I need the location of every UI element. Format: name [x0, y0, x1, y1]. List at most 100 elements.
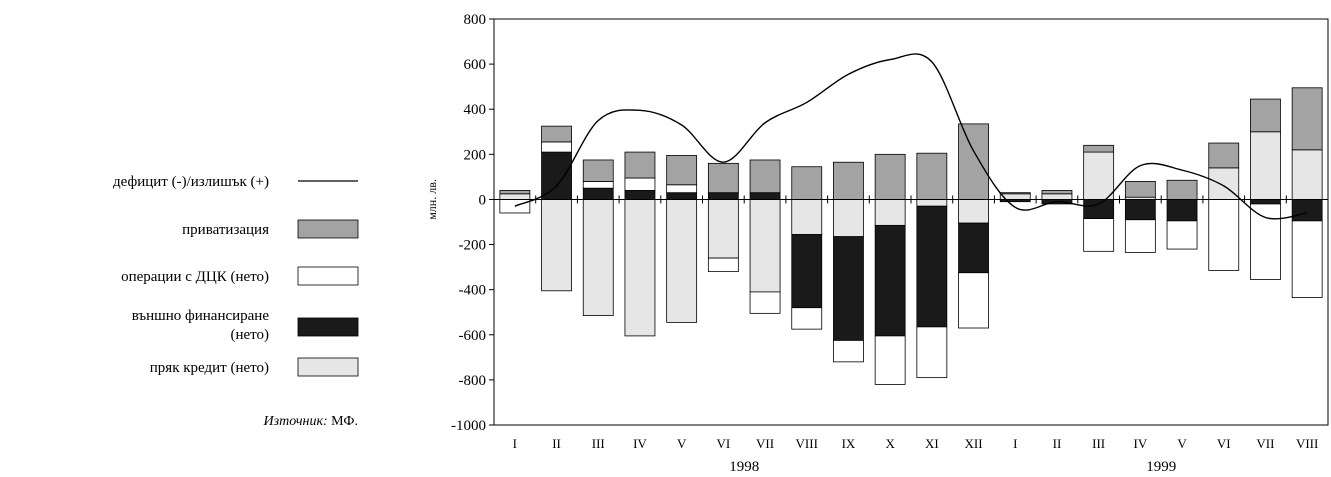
x-tick-label-10: XI [925, 436, 939, 451]
bar-privatization-8 [833, 161, 864, 200]
bar-gs-operations-2 [582, 180, 614, 189]
bar-gs-operations-14 [1083, 218, 1115, 252]
legend-label-external-financing-line1: външно финансиране [132, 308, 270, 324]
bar-external-financing-6 [749, 192, 781, 200]
bar-gs-operations-11 [958, 272, 989, 329]
bar-privatization-11 [958, 123, 989, 200]
bar-direct-credit-13 [1041, 193, 1073, 200]
legend-swatch-external-financing [297, 317, 359, 337]
bars [499, 87, 1323, 385]
x-tick-label-3: IV [633, 436, 647, 451]
x-tick-label-18: VII [1256, 436, 1274, 451]
bar-gs-operations-9 [874, 335, 906, 385]
deficit-line [514, 53, 1308, 220]
legend-swatch-gs-operations [297, 266, 359, 286]
bar-direct-credit-1 [541, 199, 572, 292]
bar-privatization-13 [1041, 190, 1073, 195]
x-tick-label-19: VIII [1296, 436, 1318, 451]
year-label-0: 1998 [729, 459, 759, 475]
bar-direct-credit-4 [666, 199, 698, 323]
legend-label-direct-credit: пряк кредит (нето) [150, 360, 269, 376]
legend-label-deficit: дефицит (-)/излишък (+) [113, 174, 269, 190]
x-tick-label-6: VII [756, 436, 774, 451]
bar-gs-operations-17 [1208, 199, 1240, 271]
bar-external-financing-18 [1250, 199, 1281, 205]
x-tick-label-11: XII [965, 436, 983, 451]
bar-external-financing-5 [707, 192, 739, 200]
x-tick-label-13: II [1053, 436, 1062, 451]
y-tick-label-4: 0 [479, 192, 487, 208]
bar-gs-operations-6 [749, 291, 781, 314]
source-text: МФ. [328, 414, 358, 429]
bar-gs-operations-15 [1124, 219, 1156, 253]
bar-direct-credit-14 [1083, 151, 1115, 200]
bar-gs-operations-10 [916, 326, 948, 379]
bar-gs-operations-19 [1291, 220, 1323, 298]
y-tick-label-5: -200 [459, 238, 487, 254]
y-tick-label-2: 400 [464, 102, 487, 118]
legend-swatch-privatization [297, 219, 359, 239]
bar-direct-credit-7 [791, 199, 823, 235]
y-tick-label-1: 600 [464, 57, 487, 73]
bar-direct-credit-6 [749, 199, 781, 293]
bar-privatization-3 [624, 151, 656, 179]
bar-gs-operations-18 [1250, 203, 1281, 280]
x-tick-label-8: IX [842, 436, 856, 451]
bar-direct-credit-11 [958, 199, 989, 224]
bar-privatization-7 [791, 166, 823, 200]
bar-direct-credit-10 [916, 199, 948, 207]
bar-external-financing-15 [1124, 199, 1156, 221]
bar-external-financing-19 [1291, 199, 1323, 222]
x-tick-label-2: III [592, 436, 605, 451]
bar-gs-operations-4 [666, 184, 698, 194]
source-prefix: Източник: [263, 414, 328, 429]
bar-privatization-14 [1083, 144, 1115, 153]
year-label-1: 1999 [1146, 459, 1176, 475]
bar-external-financing-14 [1083, 199, 1115, 220]
y-tick-label-0: 800 [464, 12, 487, 28]
bar-direct-credit-8 [833, 199, 864, 238]
bar-gs-operations-3 [624, 177, 656, 191]
bar-external-financing-3 [624, 190, 656, 200]
legend-item-gs-operations: операции с ДЦК (нето) [121, 266, 359, 286]
bar-external-financing-4 [666, 192, 698, 200]
bar-direct-credit-2 [582, 199, 614, 317]
legend-item-privatization: приватизация [182, 219, 359, 239]
x-tick-label-17: VI [1217, 436, 1231, 451]
bar-external-financing-11 [958, 222, 989, 274]
bar-privatization-10 [916, 152, 948, 200]
bar-privatization-16 [1166, 179, 1198, 200]
legend: дефицит (-)/излишък (+) приватизация опе… [113, 174, 359, 429]
x-tick-label-14: III [1092, 436, 1105, 451]
y-tick-label-7: -600 [459, 328, 487, 344]
bar-privatization-15 [1124, 180, 1156, 198]
legend-swatch-direct-credit [297, 357, 359, 377]
bar-privatization-9 [874, 153, 906, 200]
x-tick-label-12: I [1013, 436, 1017, 451]
y-tick-label-9: -1000 [451, 418, 486, 434]
plot-area: 800 600 400 200 0 -200 -400 -600 -800 -1000 млн. … [425, 12, 1329, 475]
legend-label-privatization: приватизация [182, 222, 269, 238]
bar-gs-operations-5 [707, 257, 739, 273]
bar-privatization-2 [582, 159, 614, 182]
zero-axis-ticks [535, 195, 1287, 204]
bar-gs-operations-1 [541, 141, 572, 153]
bar-direct-credit-3 [624, 199, 656, 337]
bar-privatization-5 [707, 162, 739, 194]
y-axis: 800 600 400 200 0 -200 -400 -600 -800 -1000 [451, 12, 494, 434]
bar-privatization-17 [1208, 142, 1240, 169]
bar-external-financing-10 [916, 205, 948, 328]
legend-label-external-financing-line2: (нето) [230, 327, 269, 343]
x-tick-label-16: V [1177, 436, 1187, 451]
bar-direct-credit-9 [874, 199, 906, 226]
plot-frame [493, 18, 1329, 426]
bar-privatization-1 [541, 125, 572, 143]
bar-external-financing-7 [791, 234, 823, 309]
y-axis-label: млн. лв. [425, 179, 439, 220]
x-tick-label-4: V [677, 436, 687, 451]
bar-gs-operations-7 [791, 307, 823, 330]
bar-external-financing-8 [833, 236, 864, 341]
x-axis: I II III IV V VI VII VIII IX X XI XII I II III IV V VI VII… [513, 436, 1319, 475]
bar-external-financing-1 [541, 151, 572, 200]
